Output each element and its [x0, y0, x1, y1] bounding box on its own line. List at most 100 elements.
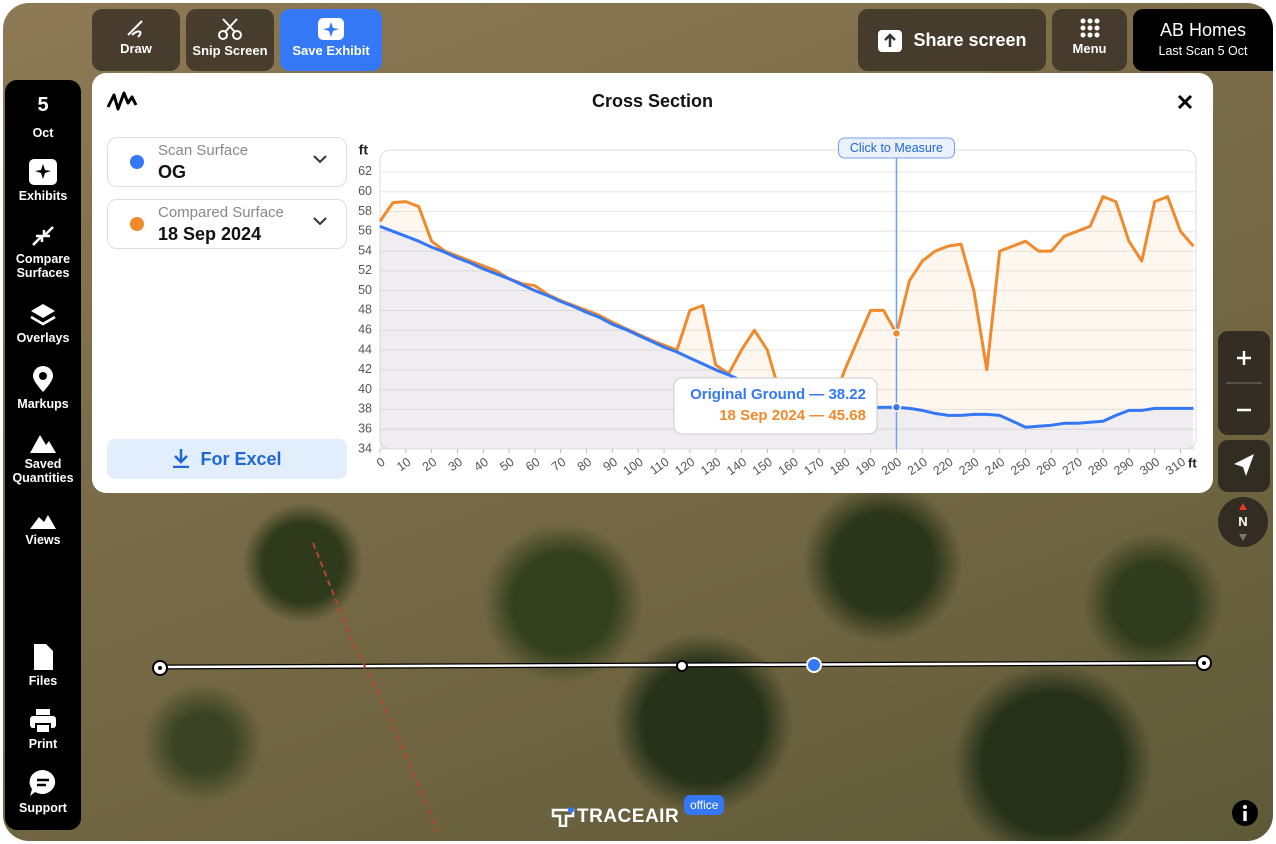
menu-button[interactable]: Menu — [1052, 9, 1127, 71]
x-tick-label: 160 — [776, 455, 801, 478]
x-tick-label: 250 — [1008, 455, 1033, 478]
date-month: Oct — [32, 126, 54, 140]
y-tick-label: 54 — [358, 243, 372, 257]
label: Exhibits — [18, 189, 68, 203]
sidebar-item[interactable]: Compare Surfaces — [5, 223, 81, 280]
x-tick-label: 100 — [621, 455, 646, 478]
x-tick-label: 310 — [1163, 455, 1188, 478]
label: Overlays — [16, 331, 70, 345]
y-tick-label: 58 — [358, 204, 372, 218]
x-tick-label: 40 — [471, 455, 490, 474]
info-button[interactable] — [1230, 798, 1260, 828]
y-tick-label: 44 — [358, 342, 372, 356]
label: Print — [28, 737, 58, 751]
project-name: AB Homes — [1159, 20, 1247, 40]
tooltip-box — [673, 377, 878, 435]
label: Scan Surface — [158, 142, 249, 159]
y-unit: ft — [359, 142, 369, 158]
tooltip-line: 18 Sep 2024 — 45.68 — [719, 407, 866, 424]
x-tick-label: 240 — [982, 455, 1007, 478]
y-tick-label: 46 — [358, 323, 372, 337]
label: For Excel — [200, 449, 282, 469]
value: 18 Sep 2024 — [158, 224, 262, 244]
measure-line — [152, 542, 1212, 834]
scan-surface-select[interactable]: Scan Surface OG — [107, 137, 347, 187]
label: Share screen — [913, 30, 1027, 50]
export-button[interactable]: For Excel — [107, 439, 347, 479]
compared-surface-select[interactable]: Compared Surface 18 Sep 2024 — [107, 199, 347, 249]
project-subtitle: Last Scan 5 Oct — [1158, 44, 1248, 58]
sidebar-item[interactable]: Support — [5, 768, 81, 815]
cursor-point — [891, 328, 902, 339]
x-unit: ft — [1188, 455, 1197, 470]
label: Draw — [120, 41, 152, 56]
x-tick-label: 190 — [853, 455, 878, 478]
series-dot — [130, 217, 144, 231]
brand: TRACEAIR — [551, 806, 679, 828]
compass[interactable]: N — [1218, 497, 1268, 547]
x-tick-label: 150 — [750, 455, 775, 478]
y-tick-label: 52 — [358, 263, 372, 277]
y-tick-label: 36 — [358, 422, 372, 436]
x-tick-label: 220 — [931, 455, 956, 478]
label: Support — [19, 801, 67, 815]
panel-title: Cross Section — [591, 91, 714, 111]
sidebar-item[interactable]: Exhibits — [5, 158, 81, 203]
x-tick-label: 230 — [956, 455, 981, 478]
x-tick-label: 60 — [523, 455, 542, 474]
share-button[interactable]: Share screen — [858, 9, 1046, 71]
x-tick-label: 180 — [827, 455, 852, 478]
x-tick-label: 140 — [724, 455, 749, 478]
value: OG — [158, 162, 187, 182]
project-button[interactable]: AB Homes Last Scan 5 Oct — [1133, 9, 1273, 71]
locate-button[interactable] — [1218, 440, 1270, 492]
x-tick-label: 300 — [1137, 455, 1162, 478]
sidebar-item[interactable]: Markups — [5, 366, 81, 411]
label: Files — [28, 674, 58, 688]
label: Views — [25, 533, 61, 547]
label: Compare Surfaces — [15, 252, 71, 280]
sidebar-item[interactable]: Files — [5, 643, 81, 688]
snip-button[interactable]: Snip Screen — [186, 9, 274, 71]
cursor-label: Click to Measure — [850, 141, 943, 155]
y-tick-label: 34 — [358, 441, 372, 455]
label: Saved Quantities — [12, 457, 74, 485]
y-tick-label: 62 — [358, 164, 372, 178]
x-tick-label: 260 — [1034, 455, 1059, 478]
label: Compared Surface — [158, 204, 284, 221]
date-day: 5 — [37, 94, 49, 116]
y-tick-label: 56 — [358, 224, 372, 238]
chart: 34 36 38 40 42 44 46 48 50 52 54 56 58 60 62 ft 0 10 20 30 4… — [358, 137, 1197, 478]
x-tick-label: 10 — [394, 455, 413, 474]
close-button[interactable] — [1177, 94, 1193, 110]
x-tick-label: 20 — [420, 455, 439, 474]
x-tick-label: 0 — [374, 455, 388, 470]
x-tick-label: 130 — [698, 455, 723, 478]
x-tick-label: 200 — [879, 455, 904, 478]
draw-button[interactable]: Draw — [92, 9, 180, 71]
label: Markups — [17, 397, 69, 411]
y-tick-label: 48 — [358, 303, 372, 317]
sidebar-item[interactable]: Print — [5, 708, 81, 751]
sidebar-item[interactable]: Overlays — [5, 302, 81, 345]
cursor-label-box — [837, 137, 955, 159]
save-exhibit-button[interactable]: Save Exhibit — [280, 9, 382, 71]
x-tick-label: 70 — [549, 455, 568, 474]
sidebar-item[interactable]: Views — [5, 512, 81, 547]
x-tick-label: 210 — [905, 455, 930, 478]
series-area — [380, 196, 1194, 449]
brand-name: TRACEAIR — [577, 806, 680, 827]
x-tick-label: 280 — [1086, 455, 1111, 478]
x-tick-label: 30 — [446, 455, 465, 474]
series-area — [380, 226, 1194, 449]
y-tick-label: 50 — [358, 283, 372, 297]
sidebar-item[interactable]: Saved Quantities — [5, 432, 81, 485]
zoom-control — [1218, 331, 1270, 435]
x-tick-label: 110 — [647, 455, 671, 478]
tooltip-line: Original Ground — 38.22 — [690, 386, 866, 403]
cursor-point — [891, 402, 902, 412]
x-tick-label: 80 — [575, 455, 594, 474]
x-tick-label: 90 — [601, 455, 620, 474]
badge: office — [684, 795, 725, 815]
label: Snip Screen — [192, 43, 268, 58]
